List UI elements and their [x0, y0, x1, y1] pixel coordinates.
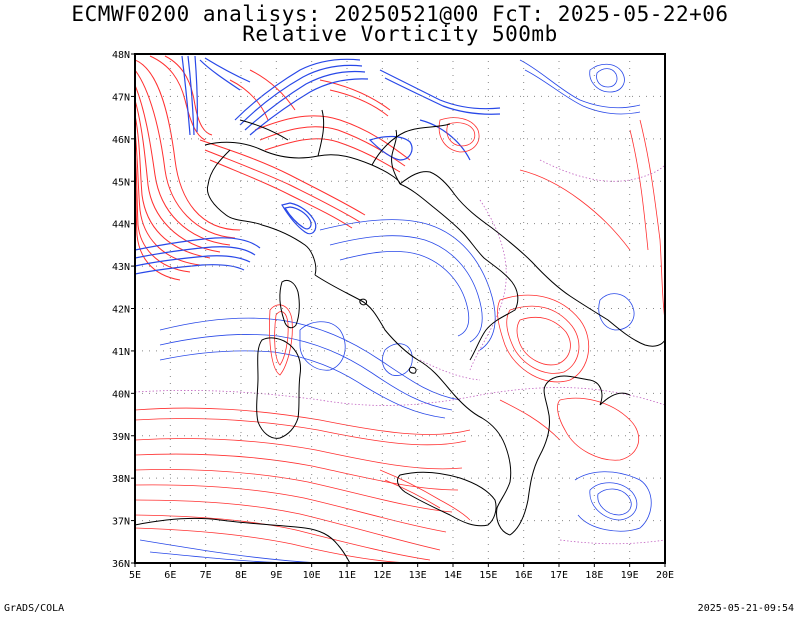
tyrrhenian-islands: [359, 298, 417, 374]
lon-tick-label: 12E: [373, 570, 391, 581]
lat-tick-label: 41N: [112, 347, 130, 358]
longitude-labels: 5E 6E 7E 8E 9E 10E 11E 12E 13E 14E 15E 16E 17E 18E 19E…: [129, 570, 674, 581]
footer-software-label: GrADS/COLA: [4, 603, 65, 614]
map-subtitle: Relative Vorticity 500mb: [242, 22, 558, 46]
lon-tick-label: 18E: [585, 570, 603, 581]
lon-tick-label: 11E: [338, 570, 356, 581]
lon-tick-label: 9E: [270, 570, 282, 581]
positive-vorticity-field-northwest: [135, 55, 411, 281]
latitude-labels: 36N 37N 38N 39N 40N 41N 42N 43N 44N 45N 46N 47N 48N: [112, 50, 130, 570]
lon-tick-label: 6E: [164, 570, 176, 581]
corsica-coastline: [279, 279, 300, 329]
coastlines-and-borders: [134, 109, 666, 564]
lat-tick-label: 47N: [112, 92, 130, 103]
negative-vorticity-field-northwest: [135, 55, 501, 275]
lat-tick-label: 42N: [112, 305, 130, 316]
lat-tick-label: 44N: [112, 220, 130, 231]
lat-tick-label: 43N: [112, 262, 130, 273]
zero-vorticity-contour: [135, 159, 665, 545]
negative-vorticity-field-central: [139, 59, 652, 563]
lon-tick-label: 17E: [550, 570, 568, 581]
lon-tick-label: 7E: [200, 570, 212, 581]
lat-tick-label: 39N: [112, 432, 130, 443]
lon-tick-label: 14E: [444, 570, 462, 581]
map-title: ECMWF0200 analisys: 20250521@00 FcT: 202…: [71, 2, 729, 26]
lat-tick-label: 46N: [112, 135, 130, 146]
lon-tick-label: 19E: [621, 570, 639, 581]
lat-tick-label: 36N: [112, 559, 130, 570]
alpine-borders: [204, 109, 451, 185]
italy-coastline: [206, 129, 631, 536]
footer-timestamp: 2025-05-21-09:54: [697, 603, 794, 614]
lon-tick-label: 13E: [409, 570, 427, 581]
lat-tick-label: 40N: [112, 389, 130, 400]
positive-vorticity-field-south: [135, 117, 665, 563]
lon-tick-label: 15E: [479, 570, 497, 581]
lon-tick-label: 8E: [235, 570, 247, 581]
lat-lon-gridlines: [135, 54, 665, 563]
lat-tick-label: 37N: [112, 517, 130, 528]
lat-tick-label: 38N: [112, 474, 130, 485]
lat-tick-label: 45N: [112, 177, 130, 188]
lon-tick-label: 5E: [129, 570, 141, 581]
lon-tick-label: 16E: [515, 570, 533, 581]
sardinia-coastline: [256, 337, 301, 439]
balkan-coastline: [399, 171, 666, 347]
lat-tick-label: 48N: [112, 50, 130, 61]
north-africa-coastline: [134, 517, 351, 564]
lon-tick-label: 20E: [656, 570, 674, 581]
axis-ticks: [131, 53, 666, 567]
sicily-coastline: [397, 471, 497, 527]
lon-tick-label: 10E: [303, 570, 321, 581]
